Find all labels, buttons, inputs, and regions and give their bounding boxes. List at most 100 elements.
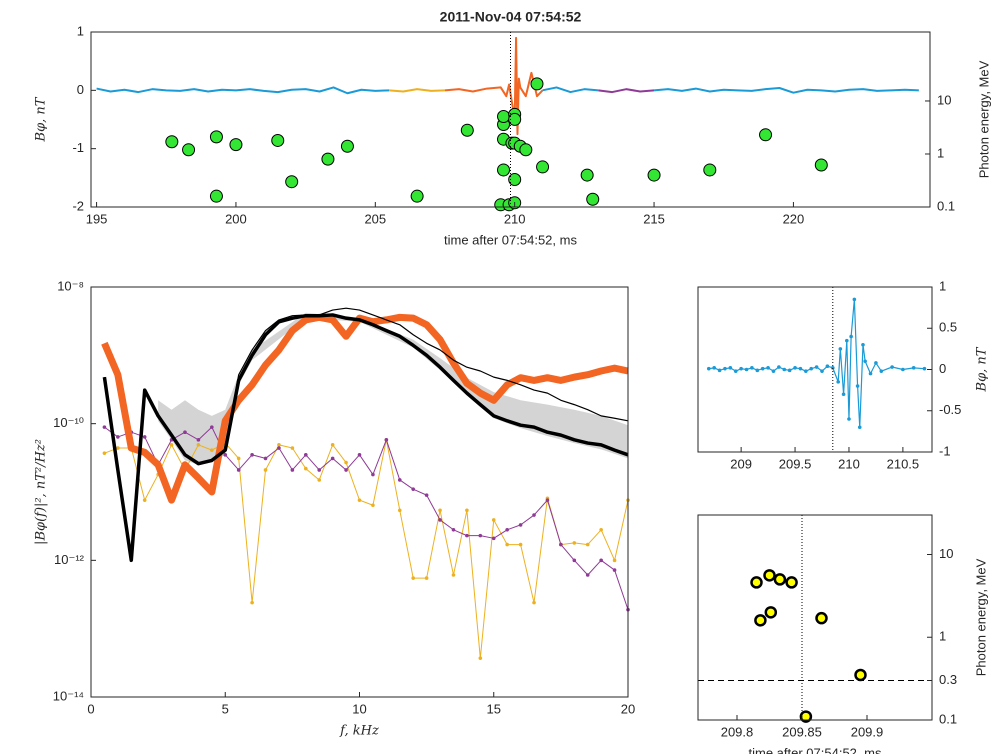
data-point: [532, 600, 536, 605]
data-point: [755, 368, 760, 373]
data-point: [321, 152, 335, 166]
y2-axis-label: Photon energy, MeV: [976, 60, 991, 178]
data-point: [317, 468, 322, 472]
y-tick-label: 10⁻¹⁰: [53, 415, 84, 430]
data-point: [874, 361, 878, 365]
data-point: [798, 366, 803, 371]
data-point: [585, 573, 590, 577]
data-point: [717, 368, 722, 373]
data-point: [250, 600, 254, 605]
x-tick-label: 209.85: [782, 724, 822, 739]
x-tick-label: 209.8: [721, 724, 754, 739]
x-tick-label: 210: [504, 211, 526, 226]
data-point: [879, 369, 884, 373]
data-point: [411, 576, 416, 580]
x-axis-label: time after 07:54:52, ms: [444, 232, 577, 247]
y-tick-label: 1: [939, 278, 946, 293]
data-point: [397, 508, 402, 513]
data-point: [586, 192, 600, 206]
x-tick-label: 195: [86, 211, 108, 226]
series-line: [102, 313, 629, 563]
data-point: [763, 569, 776, 582]
data-point: [532, 513, 536, 517]
data-point: [572, 558, 577, 563]
y-axis-label: Bφ, nT: [975, 346, 990, 392]
data-point: [505, 527, 509, 532]
data-point: [465, 508, 469, 513]
x-tick-label: 209: [730, 456, 752, 471]
data-point: [344, 460, 348, 465]
y-tick-label: -2: [72, 198, 84, 213]
data-point: [760, 366, 765, 371]
data-point: [703, 163, 717, 177]
series-line: [104, 426, 629, 610]
data-point: [782, 367, 787, 372]
y-tick-label: 10⁻¹⁴: [53, 688, 84, 703]
data-point: [410, 189, 424, 203]
data-point: [165, 135, 179, 149]
y-tick-label: -1: [72, 140, 84, 155]
data-point: [508, 173, 522, 187]
data-point: [142, 498, 147, 502]
y2-tick-label: 1: [937, 145, 944, 160]
data-point: [397, 478, 402, 482]
series-line: [389, 88, 446, 93]
data-point: [491, 518, 496, 522]
data-point: [911, 366, 916, 370]
x-tick-label: 220: [783, 211, 805, 226]
data-point: [438, 518, 442, 522]
y2-tick-label: 10: [937, 92, 951, 107]
data-point: [814, 158, 828, 172]
data-point: [196, 443, 201, 447]
data-point: [438, 508, 442, 513]
data-point: [754, 614, 767, 627]
y-tick-label: 10: [939, 546, 953, 561]
data-point: [182, 143, 196, 157]
data-point: [744, 367, 749, 372]
data-point: [901, 367, 905, 372]
x-tick-label: 5: [222, 701, 229, 716]
data-point: [317, 478, 322, 482]
data-point: [841, 392, 846, 397]
data-point: [330, 456, 335, 461]
x-tick-label: 200: [225, 211, 247, 226]
data-point: [838, 347, 843, 351]
x-tick-label: 210: [838, 456, 860, 471]
data-point: [236, 468, 241, 472]
data-point: [809, 366, 814, 371]
series-line: [708, 298, 925, 428]
series-line: [653, 87, 919, 94]
y-tick-label: 0: [939, 361, 946, 376]
y-tick-label: -0.5: [939, 402, 961, 417]
data-point: [612, 558, 617, 563]
data-point: [820, 369, 824, 373]
y-tick-label: 0.5: [939, 320, 957, 335]
data-point: [478, 656, 483, 660]
y-tick-label: 1: [939, 629, 946, 644]
data-point: [847, 417, 851, 421]
y-axis-label: Photon energy, MeV: [973, 558, 988, 676]
x-tick-label: 0: [87, 701, 94, 716]
data-point: [116, 446, 120, 450]
data-point: [890, 365, 894, 369]
data-point: [250, 453, 254, 457]
y-axis-label: |Bφ(f)|², nT²/Hz²: [34, 439, 49, 545]
data-point: [863, 359, 867, 364]
data-point: [922, 366, 927, 371]
data-point: [277, 443, 281, 447]
data-point: [424, 576, 429, 580]
data-point: [229, 138, 243, 152]
data-point: [739, 366, 743, 371]
data-point: [497, 109, 511, 123]
data-point: [599, 558, 603, 563]
data-point: [771, 369, 776, 373]
data-point: [536, 160, 550, 174]
data-point: [712, 366, 716, 370]
data-point: [814, 365, 819, 369]
data-point: [759, 128, 773, 142]
x-axis-label: time after 07:54:52, ms: [749, 745, 882, 754]
data-point: [236, 456, 241, 461]
data-point: [169, 443, 174, 447]
data-point: [706, 366, 711, 371]
y-tick-label: 0.1: [939, 711, 957, 726]
